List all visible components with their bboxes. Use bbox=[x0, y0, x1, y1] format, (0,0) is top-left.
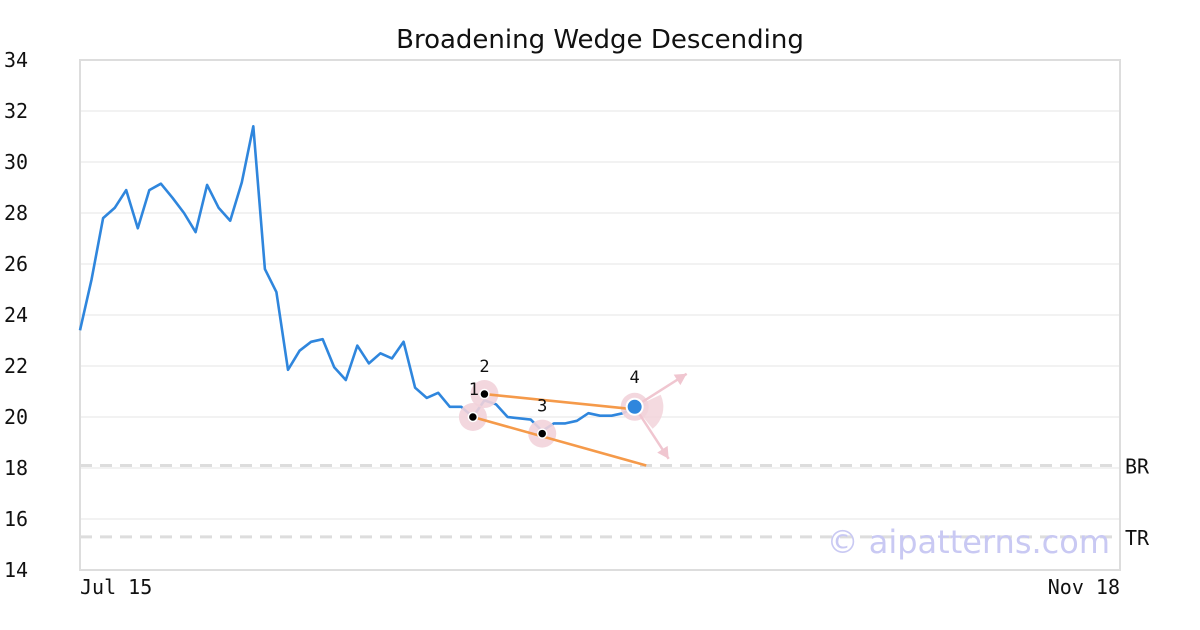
pattern-point-label: 4 bbox=[630, 368, 640, 388]
watermark: © aipatterns.com bbox=[827, 523, 1110, 561]
y-tick-label: 28 bbox=[4, 201, 28, 225]
y-tick-label: 14 bbox=[4, 558, 28, 582]
y-tick-label: 16 bbox=[4, 507, 28, 531]
projection-sector bbox=[634, 394, 664, 429]
reference-line-label: BR bbox=[1125, 454, 1150, 478]
pattern-point bbox=[467, 411, 479, 423]
reference-line-label: TR bbox=[1125, 526, 1150, 550]
upper-trendline bbox=[484, 392, 635, 411]
y-tick-label: 18 bbox=[4, 456, 28, 480]
y-tick-label: 22 bbox=[4, 354, 28, 378]
reference-lines: BR TR bbox=[80, 454, 1150, 550]
y-tick-label: 26 bbox=[4, 252, 28, 276]
plot-frame bbox=[79, 59, 1121, 571]
projection-arrow-down-head bbox=[657, 445, 669, 459]
y-tick-label: 34 bbox=[4, 48, 28, 72]
chart-title: Broadening Wedge Descending bbox=[396, 25, 804, 55]
pattern-overlay: 12 3 4 bbox=[458, 357, 688, 467]
pattern-point-label: 1 bbox=[469, 380, 479, 400]
pattern-point-label: 2 bbox=[479, 357, 489, 377]
projection-arrow-up-head bbox=[673, 373, 687, 386]
y-axis-ticks: 34 32 30 28 26 24 22 20 18 16 14 bbox=[4, 48, 28, 582]
x-axis-ticks: Jul 15 Nov 18 bbox=[80, 575, 1120, 599]
y-tick-label: 20 bbox=[4, 405, 28, 429]
pattern-point-label: 3 bbox=[537, 397, 547, 417]
y-tick-label: 24 bbox=[4, 303, 28, 327]
pattern-point bbox=[625, 397, 644, 416]
pattern-point bbox=[536, 428, 548, 439]
pattern-point bbox=[479, 388, 490, 400]
x-tick-label: Jul 15 bbox=[80, 575, 152, 599]
y-tick-label: 32 bbox=[4, 99, 28, 123]
x-tick-label: Nov 18 bbox=[1048, 575, 1120, 599]
y-tick-label: 30 bbox=[4, 150, 28, 174]
lower-trendline bbox=[472, 415, 647, 467]
